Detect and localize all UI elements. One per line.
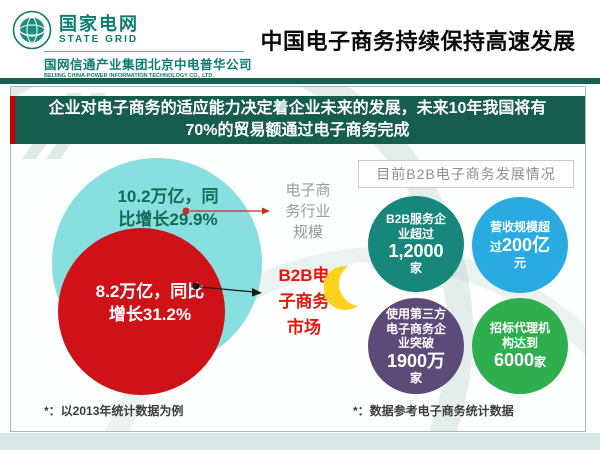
crescent-moon-icon xyxy=(324,262,370,310)
stat3-value: 1900万 xyxy=(386,350,446,371)
industry-label-line-1: 电子商 xyxy=(285,182,331,199)
stat1-line-2: 业超过 xyxy=(397,226,434,241)
stat4-line-2: 构达到 xyxy=(501,335,538,350)
stat3-line-3: 业突破 xyxy=(397,336,434,350)
stat3-line-1: 使用第三方 xyxy=(385,307,446,321)
slide-title: 中国电子商务持续保持高速发展 xyxy=(260,29,576,54)
header-divider-bar xyxy=(0,78,600,84)
brand-name-cn: 国家电网 xyxy=(59,14,139,34)
industry-value-line-1: 10.2万亿，同 xyxy=(117,187,219,206)
b2b-label-line-2: 子商务 xyxy=(278,292,330,311)
stat1-value: 1,2000 xyxy=(388,241,444,262)
industry-scale-label: 电子商 务行业 规模 xyxy=(270,180,346,243)
b2b-label-line-3: 市场 xyxy=(287,318,321,337)
state-grid-logo: 国家电网 STATE GRID xyxy=(12,10,139,50)
brand-text: 国家电网 STATE GRID xyxy=(59,14,139,46)
state-grid-emblem-icon xyxy=(12,10,52,50)
b2b-market-label: B2B电 子商务 市场 xyxy=(264,263,344,341)
b2b-value-line-2: 增长31.2% xyxy=(108,305,192,324)
industry-label-line-3: 规模 xyxy=(292,224,323,241)
stat-bubble-b2b-service-companies: B2B服务企 业超过 1,2000 家 xyxy=(368,196,464,292)
company-name-cn: 国网信通产业集团北京中电普华公司 xyxy=(44,58,253,72)
b2b-market-value: 8.2万亿，同比 增长31.2% xyxy=(68,280,232,326)
banner-line-2: 70%的贸易额通过电子商务完成 xyxy=(185,122,410,139)
stat1-line-1: B2B服务企 xyxy=(385,212,446,227)
stat4-value: 6000 xyxy=(493,350,535,370)
brand-name-en: STATE GRID xyxy=(59,34,139,45)
company-name-en-1: BEIJING CHINA-POWER INFORMATION TECHNOLO… xyxy=(44,73,214,79)
stat1-unit: 家 xyxy=(409,261,422,276)
stat-bubble-bidding-agencies: 招标代理机 构达到 6000家 xyxy=(472,298,568,394)
stat-bubble-third-party-users: 使用第三方 电子商务企 业突破 1900万 家 xyxy=(368,298,464,394)
b2b-label-line-1: B2B电 xyxy=(278,266,330,285)
footnote-left: *：以2013年统计数据为例 xyxy=(44,404,184,418)
stat4-unit: 家 xyxy=(534,355,547,369)
footnote-right: *：数据参考电子商务统计数据 xyxy=(353,404,514,418)
b2b-market-bubble xyxy=(58,228,225,395)
b2b-value-line-1: 8.2万亿，同比 xyxy=(95,282,205,301)
industry-value-line-2: 比增长29.9% xyxy=(118,210,218,229)
stat2-value: 200亿 xyxy=(501,234,551,255)
stat2-line-1: 营收规模超 xyxy=(489,220,550,234)
bottom-margin-strip xyxy=(0,433,600,450)
stat2-prefix: 过 xyxy=(489,239,502,254)
b2b-panel-title: 目前B2B电子商务发展情况 xyxy=(358,160,574,188)
key-message-banner: 企业对电子商务的适应能力决定着企业未来的发展，未来10年我国将有 70%的贸易额… xyxy=(10,96,585,144)
stat4-line-1: 招标代理机 xyxy=(489,321,550,335)
industry-scale-value: 10.2万亿，同 比增长29.9% xyxy=(88,185,248,231)
banner-red-accent xyxy=(10,96,15,144)
stat2-unit: 元 xyxy=(513,255,526,270)
header: 国家电网 STATE GRID 国网信通产业集团北京中电普华公司 BEIJING… xyxy=(0,0,600,86)
banner-line-1: 企业对电子商务的适应能力决定着企业未来的发展，未来10年我国将有 xyxy=(48,100,547,117)
stat3-unit: 家 xyxy=(409,370,422,385)
stat-bubble-revenue-scale: 营收规模超 过200亿 元 xyxy=(472,197,568,293)
industry-label-line-2: 务行业 xyxy=(285,203,331,220)
stat3-line-2: 电子商务企 xyxy=(385,321,446,336)
